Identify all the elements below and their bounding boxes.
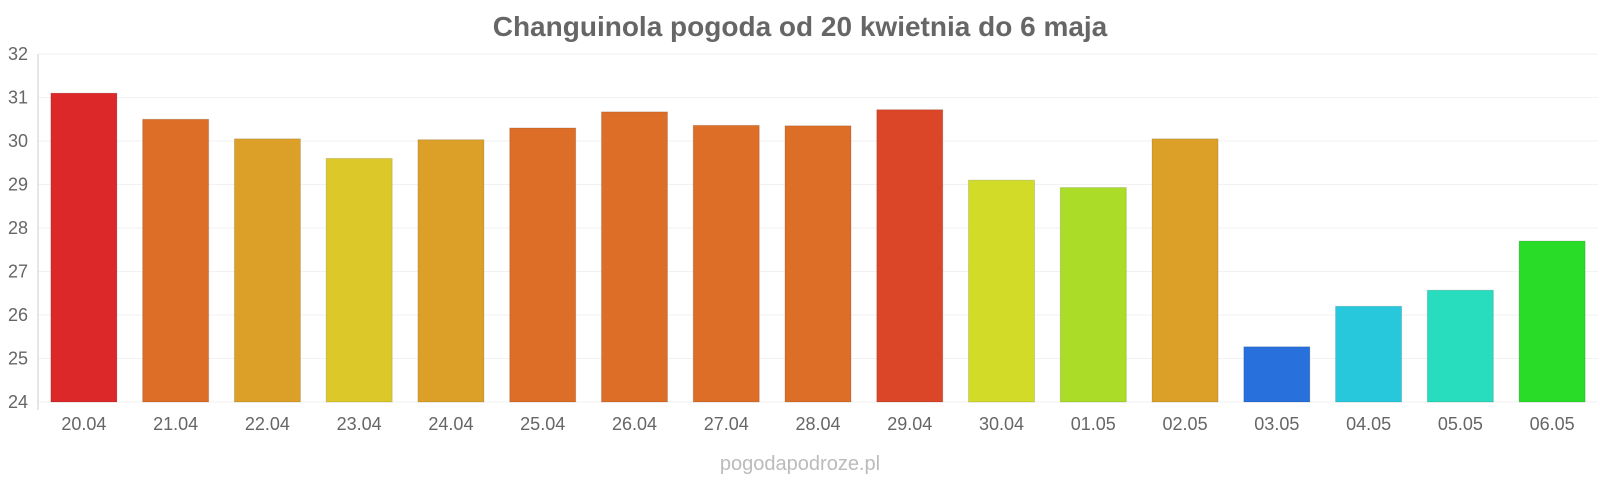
- y-tick-label: 30: [8, 131, 28, 151]
- x-tick-label: 30.04: [979, 414, 1024, 434]
- bars: [50, 92, 1586, 403]
- bar-29.04: [876, 109, 944, 403]
- x-tick-label: 28.04: [795, 414, 840, 434]
- bar-28.04: [784, 125, 852, 403]
- x-tick-label: 27.04: [704, 414, 749, 434]
- x-tick-label: 20.04: [61, 414, 106, 434]
- x-tick-label: 01.05: [1071, 414, 1116, 434]
- bar-04.05: [1335, 305, 1403, 403]
- bar-27.04: [692, 124, 760, 403]
- x-tick-label: 02.05: [1163, 414, 1208, 434]
- bar-02.05: [1151, 138, 1219, 403]
- y-tick-label: 27: [8, 262, 28, 282]
- y-tick-label: 31: [8, 88, 28, 108]
- x-tick-label: 24.04: [428, 414, 473, 434]
- bar-01.05: [1059, 187, 1127, 403]
- bar-26.04: [600, 111, 669, 403]
- x-tick-label: 22.04: [245, 414, 290, 434]
- bar-30.04: [967, 179, 1036, 403]
- chart-title: Changuinola pogoda od 20 kwietnia do 6 m…: [493, 11, 1108, 42]
- site-credit: pogodapodroze.pl: [720, 453, 880, 475]
- x-tick-label: 06.05: [1530, 414, 1575, 434]
- x-axis: 20.04 21.04 22.04 23.04 24.04 25.04 26.04 27.04…: [61, 414, 1574, 434]
- bar-21.04: [142, 118, 210, 403]
- x-tick-label: 03.05: [1254, 414, 1299, 434]
- bar-22.04: [233, 138, 301, 403]
- bar-03.05: [1243, 346, 1311, 403]
- x-tick-label: 26.04: [612, 414, 657, 434]
- x-tick-label: 23.04: [337, 414, 382, 434]
- bar-23.04: [325, 157, 393, 403]
- y-tick-label: 25: [8, 349, 28, 369]
- y-tick-label: 26: [8, 305, 28, 325]
- x-tick-label: 21.04: [153, 414, 198, 434]
- bar-05.05: [1426, 289, 1494, 403]
- x-tick-label: 29.04: [887, 414, 932, 434]
- y-tick-label: 29: [8, 175, 28, 195]
- x-tick-label: 25.04: [520, 414, 565, 434]
- bar-20.04: [50, 92, 118, 403]
- bar-06.05: [1518, 240, 1586, 403]
- bar-24.04: [417, 139, 485, 403]
- y-tick-label: 32: [8, 44, 28, 64]
- x-tick-label: 05.05: [1438, 414, 1483, 434]
- x-tick-label: 04.05: [1346, 414, 1391, 434]
- bar-25.04: [509, 127, 577, 403]
- y-axis: 24 25 26 27 28 29 30 31 32: [8, 44, 39, 412]
- y-tick-label: 24: [8, 392, 28, 412]
- y-tick-label: 28: [8, 218, 28, 238]
